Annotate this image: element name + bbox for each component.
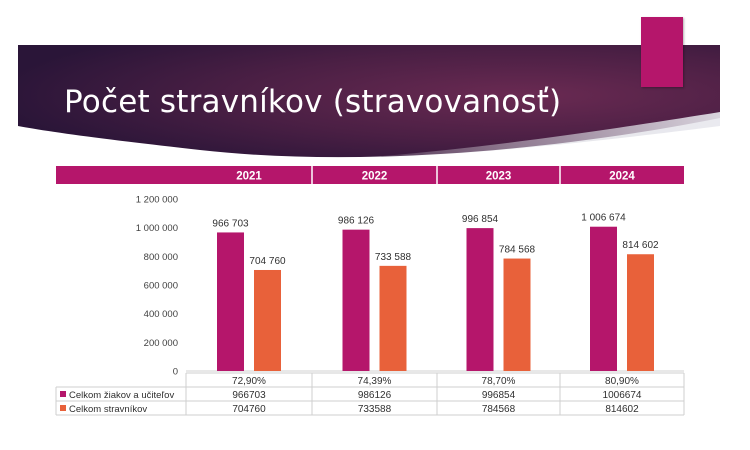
header-year-2022: 2022 — [362, 171, 388, 183]
data-label: 704 760 — [249, 256, 286, 267]
header-band — [56, 166, 684, 184]
category-label: 78,70% — [482, 376, 516, 387]
data-label: 996 854 — [462, 214, 499, 225]
accent-box — [641, 17, 683, 87]
data-label: 986 126 — [338, 216, 375, 227]
y-tick-label: 1 200 000 — [136, 195, 178, 206]
data-label: 1 006 674 — [581, 213, 626, 224]
data-label: 966 703 — [212, 218, 249, 229]
category-label: 80,90% — [605, 376, 639, 387]
bar-students-teachers — [342, 229, 370, 371]
table-cell: 704760 — [232, 404, 266, 415]
banner-background — [18, 45, 720, 158]
slide-title: Počet stravníkov (stravovanosť) — [64, 84, 562, 120]
y-tick-label: 600 000 — [144, 281, 178, 292]
header-year-2024: 2024 — [609, 171, 635, 183]
table-cell: 733588 — [358, 404, 392, 415]
legend-label: Celkom žiakov a učiteľov — [69, 390, 174, 401]
y-tick-label: 1 000 000 — [136, 223, 178, 234]
y-tick-label: 400 000 — [144, 309, 178, 320]
y-tick-label: 200 000 — [144, 338, 178, 349]
title-banner — [18, 45, 720, 160]
bar-diners — [627, 254, 654, 371]
bar-diners — [379, 265, 407, 371]
header-year-2023: 2023 — [486, 171, 512, 183]
data-label: 814 602 — [622, 240, 659, 251]
bar-diners — [254, 269, 281, 371]
table-cell: 986126 — [358, 390, 392, 401]
bar-students-teachers — [466, 228, 494, 371]
legend-label: Celkom stravníkov — [69, 404, 147, 415]
data-label: 784 568 — [499, 245, 536, 256]
table-cell: 1006674 — [603, 390, 642, 401]
category-label: 74,39% — [358, 376, 392, 387]
bar-diners — [503, 258, 531, 371]
header-year-2021: 2021 — [236, 171, 262, 183]
bar-students-teachers — [217, 232, 244, 371]
y-tick-label: 0 — [173, 367, 178, 378]
table-cell: 996854 — [482, 390, 516, 401]
legend-key-diners — [60, 405, 66, 411]
bar-students-teachers — [590, 226, 617, 371]
table-cell: 784568 — [482, 404, 516, 415]
legend-key-students-teachers — [60, 391, 66, 397]
y-tick-label: 800 000 — [144, 252, 178, 263]
category-label: 72,90% — [232, 376, 266, 387]
table-cell: 814602 — [605, 404, 639, 415]
table-cell: 966703 — [232, 390, 266, 401]
data-label: 733 588 — [375, 252, 412, 263]
